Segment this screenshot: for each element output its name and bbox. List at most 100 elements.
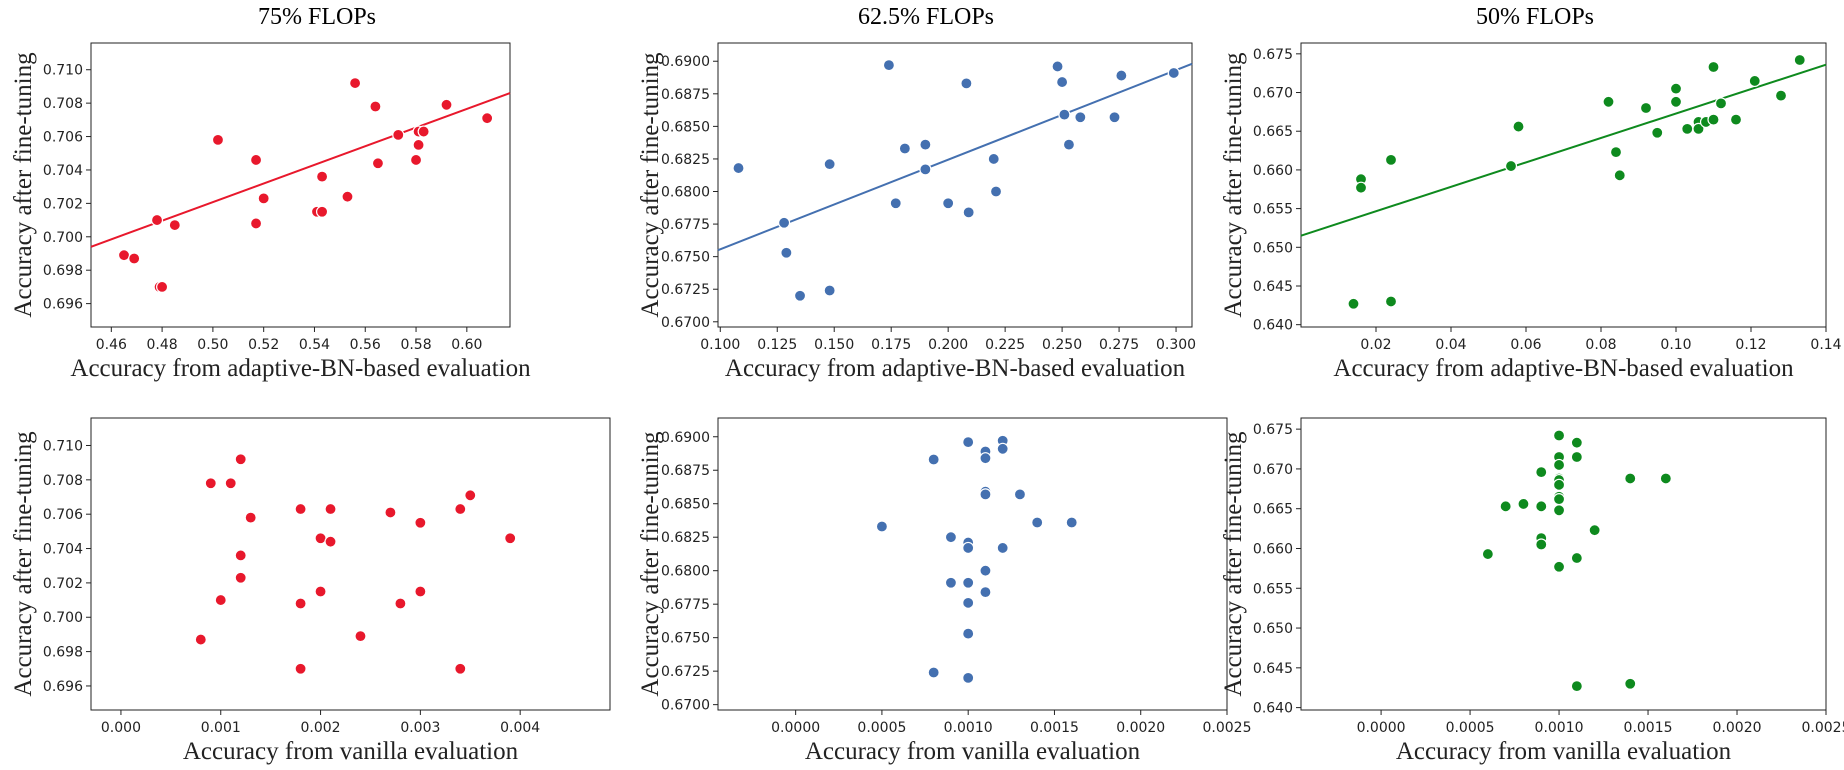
x-tick-label: 0.0010: [1535, 720, 1584, 736]
x-axis-label: Accuracy from adaptive-BN-based evaluati…: [70, 355, 531, 382]
plot-frame: [90, 42, 511, 328]
plot-frame: [717, 417, 1228, 711]
x-tick-label: 0.12: [1735, 337, 1766, 353]
data-point: [962, 596, 975, 609]
data-point: [324, 535, 337, 548]
x-tick-label: 0.60: [451, 337, 482, 353]
y-tick-label: 0.650: [1253, 240, 1293, 256]
x-tick-label: 0.0000: [1357, 720, 1406, 736]
y-tick-label: 0.6825: [661, 152, 710, 168]
x-tick-label: 0.14: [1810, 337, 1841, 353]
data-point: [464, 489, 477, 502]
y-tick-label: 0.6700: [661, 315, 710, 331]
data-point: [294, 597, 307, 610]
y-tick-label: 0.696: [43, 297, 83, 313]
data-point: [1115, 69, 1128, 82]
regression-line: [717, 62, 1193, 252]
data-point: [823, 158, 836, 171]
data-point: [224, 477, 237, 490]
data-point: [384, 506, 397, 519]
data-point: [454, 502, 467, 516]
column-title-62-5: 62.5% FLOPs: [858, 4, 994, 30]
data-point: [989, 185, 1003, 198]
y-tick-label: 0.6900: [661, 54, 710, 70]
data-point: [504, 532, 517, 545]
data-point: [394, 597, 407, 610]
data-point: [481, 112, 494, 125]
data-point: [996, 442, 1009, 455]
data-point: [1774, 89, 1788, 102]
data-point: [414, 516, 427, 529]
y-tick-label: 0.645: [1253, 661, 1293, 677]
data-point: [194, 633, 207, 646]
x-tick-label: 0.10: [1660, 337, 1691, 353]
column-title-75: 75% FLOPs: [258, 4, 376, 30]
y-axis-label: Accuracy after fine-tuning: [1220, 431, 1247, 697]
data-point: [1056, 75, 1069, 89]
y-tick-label: 0.702: [43, 576, 83, 592]
y-tick-label: 0.675: [1253, 422, 1293, 438]
x-tick-label: 0.100: [700, 337, 740, 353]
y-tick-label: 0.710: [43, 438, 83, 454]
data-point: [1499, 500, 1512, 513]
data-point: [1108, 111, 1121, 124]
data-point: [369, 100, 382, 113]
data-point: [1481, 547, 1494, 561]
plot-frame: [717, 42, 1193, 328]
data-point: [392, 128, 405, 141]
data-point: [348, 76, 362, 90]
data-point: [1167, 66, 1180, 80]
panel-red-top: 0.46 0.48 0.50 0.52 0.54 0.56 0.58 0.60 0.696 0.6…: [10, 42, 531, 382]
data-point: [128, 252, 141, 265]
x-tick-label: 0.0000: [771, 720, 820, 736]
data-point: [324, 502, 337, 516]
data-point: [962, 436, 975, 449]
data-point: [1552, 458, 1566, 472]
data-point: [314, 585, 327, 598]
y-tick-label: 0.655: [1253, 202, 1293, 218]
data-point: [1013, 488, 1027, 501]
data-point: [1651, 126, 1664, 139]
x-tick-label: 0.06: [1510, 337, 1541, 353]
data-point: [314, 532, 327, 545]
x-tick-label: 0.004: [500, 720, 540, 736]
x-tick-label: 0.0020: [1713, 720, 1762, 736]
x-tick-label: 0.48: [147, 337, 178, 353]
x-axis-label: Accuracy from vanilla evaluation: [183, 738, 519, 765]
data-point: [156, 280, 169, 294]
data-point: [979, 452, 992, 465]
data-point: [962, 671, 975, 684]
x-tick-label: 0.0025: [1203, 720, 1252, 736]
data-point: [1707, 60, 1720, 74]
y-tick-label: 0.704: [43, 163, 83, 179]
x-tick-label: 0.46: [96, 337, 127, 353]
y-tick-label: 0.6700: [661, 698, 710, 714]
data-point: [1384, 153, 1398, 166]
panel-red-bottom: 0.000 0.001 0.002 0.003 0.004 0.696 0.698 0.700…: [10, 417, 611, 765]
data-point: [1714, 97, 1728, 110]
y-tick-label: 0.700: [43, 230, 83, 246]
y-tick-label: 0.670: [1253, 462, 1293, 478]
y-tick-label: 0.710: [43, 63, 83, 79]
data-point: [732, 161, 745, 175]
data-point: [234, 453, 247, 466]
x-tick-label: 0.300: [1156, 337, 1196, 353]
x-tick-label: 0.02: [1360, 337, 1391, 353]
data-point: [409, 153, 423, 167]
data-point: [962, 627, 975, 640]
data-point: [214, 593, 227, 607]
data-point: [919, 138, 932, 151]
y-tick-label: 0.704: [43, 542, 83, 558]
y-tick-label: 0.660: [1253, 163, 1293, 179]
x-tick-label: 0.0020: [1116, 720, 1165, 736]
y-tick-label: 0.706: [43, 130, 83, 146]
data-point: [882, 59, 896, 72]
data-point: [294, 662, 307, 675]
data-point: [1354, 181, 1368, 194]
y-tick-label: 0.6900: [661, 430, 710, 446]
y-tick-label: 0.6775: [661, 217, 710, 233]
y-tick-label: 0.702: [43, 196, 83, 212]
y-tick-label: 0.698: [43, 645, 83, 661]
data-point: [1504, 159, 1518, 173]
